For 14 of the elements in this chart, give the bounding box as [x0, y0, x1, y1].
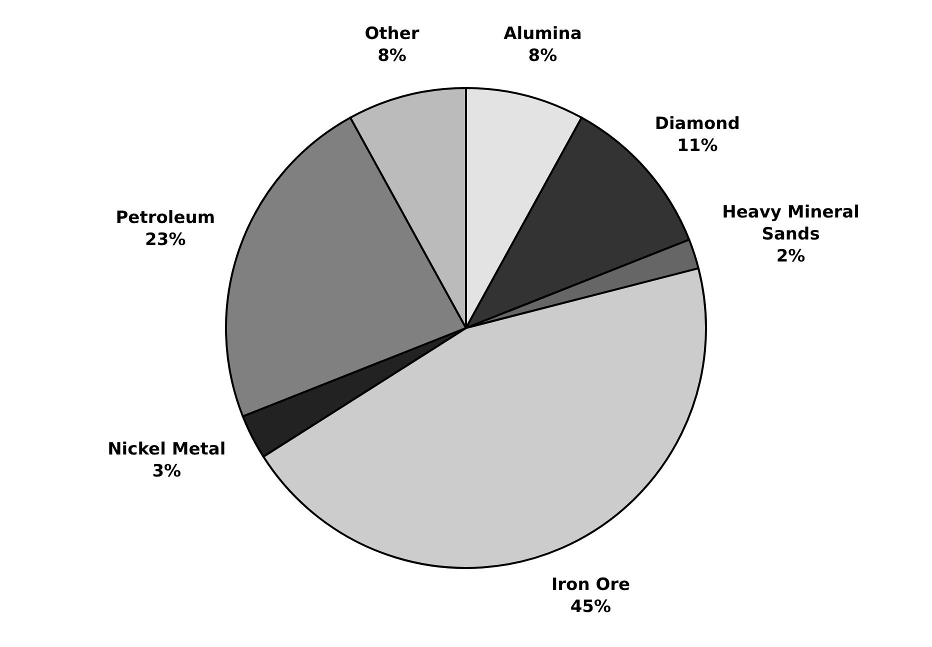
slice-label: Diamond: [654, 114, 740, 134]
data-label: 8%: [528, 46, 558, 66]
slice-label: Other: [364, 24, 420, 44]
slice-label: Nickel Metal: [108, 439, 226, 460]
slice-label: Heavy Mineral Sands: [722, 202, 860, 244]
data-label: 8%: [378, 46, 406, 66]
data-label: 2%: [776, 246, 806, 266]
data-label: 3%: [152, 461, 182, 482]
data-label: 23%: [145, 230, 186, 250]
data-label: 45%: [570, 596, 612, 617]
data-label: 11%: [677, 136, 718, 156]
slice-label: Petroleum: [116, 208, 216, 228]
slice-label: Alumina: [504, 24, 582, 44]
slice-label: Iron Ore: [551, 574, 630, 595]
